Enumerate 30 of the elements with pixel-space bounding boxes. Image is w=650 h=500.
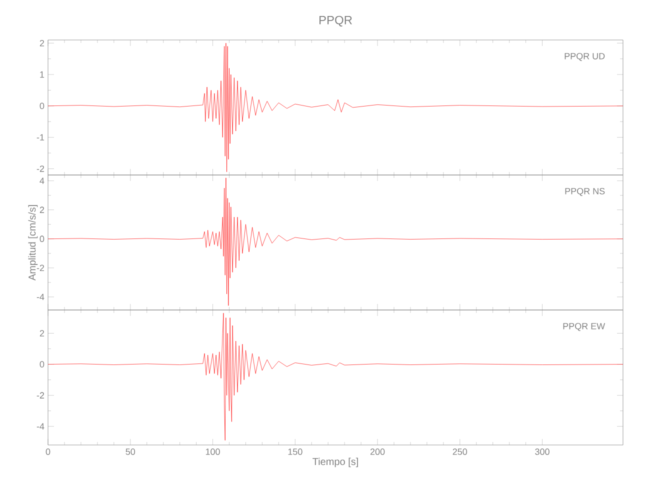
- line-series: [48, 178, 624, 306]
- y-tick-label: 4: [40, 178, 44, 184]
- y-tick-label: 0: [40, 361, 44, 368]
- y-tick-label: -4: [36, 294, 44, 300]
- chart-title: PPQR: [319, 16, 352, 26]
- y-tick-label: -2: [36, 392, 44, 398]
- x-tick-label: 250: [452, 448, 468, 455]
- y-tick-label: 0: [40, 102, 44, 110]
- x-tick-label: 50: [126, 448, 136, 455]
- y-tick-label: 1: [40, 71, 44, 78]
- y-axis-title: Amplitud [cm/s/s]: [28, 205, 38, 281]
- y-tick-label: 0: [40, 236, 44, 242]
- line-series: [48, 42, 624, 172]
- annotation: PPQR UD: [564, 52, 605, 61]
- line-series: [48, 312, 624, 441]
- x-tick-label: 300: [535, 448, 550, 455]
- y-tick-label: -4: [36, 423, 44, 430]
- y-tick-label: -1: [36, 134, 44, 140]
- y-tick-label: 2: [40, 206, 44, 213]
- x-tick-label: 150: [288, 448, 302, 455]
- x-axis-title: Tiempo [s]: [312, 458, 358, 468]
- x-tick-label: 100: [206, 448, 220, 455]
- x-tick-label: 0: [46, 448, 50, 455]
- annotation: PPQR EW: [563, 322, 606, 331]
- y-tick-label: -2: [36, 264, 44, 272]
- y-tick-label: 2: [40, 40, 44, 46]
- annotation: PPQR NS: [565, 188, 605, 196]
- x-tick-label: 200: [370, 448, 385, 455]
- y-tick-label: 2: [40, 330, 44, 336]
- y-tick-label: -2: [36, 166, 44, 172]
